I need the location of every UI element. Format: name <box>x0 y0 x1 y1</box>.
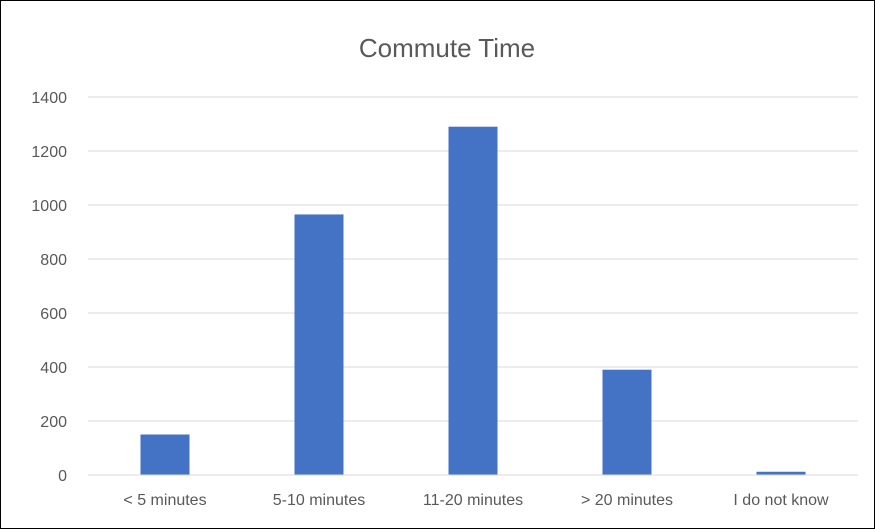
y-tick-label: 0 <box>58 468 67 485</box>
y-tick-label: 200 <box>40 414 67 431</box>
x-axis-ticks: < 5 minutes 5-10 minutes 11-20 minutes > 20… <box>123 492 829 509</box>
y-tick-label: 400 <box>40 360 67 377</box>
bar <box>140 434 190 475</box>
chart-title: Commute Time <box>359 33 535 63</box>
bar <box>294 214 344 475</box>
y-axis-ticks: 0 200 400 600 800 1000 1200 1400 <box>31 90 67 485</box>
bar <box>448 126 498 475</box>
y-tick-label: 1400 <box>31 90 67 107</box>
x-tick-label: > 20 minutes <box>581 492 673 509</box>
x-tick-label: I do not know <box>733 492 829 509</box>
x-tick-label: 5-10 minutes <box>273 492 366 509</box>
x-tick-label: 11-20 minutes <box>423 492 523 509</box>
bar <box>756 471 806 475</box>
y-tick-label: 1200 <box>31 144 67 161</box>
y-tick-label: 800 <box>40 252 67 269</box>
x-tick-label: < 5 minutes <box>123 492 206 509</box>
bars <box>140 126 806 475</box>
bar <box>602 369 652 475</box>
y-tick-label: 600 <box>40 306 67 323</box>
y-tick-label: 1000 <box>31 198 67 215</box>
